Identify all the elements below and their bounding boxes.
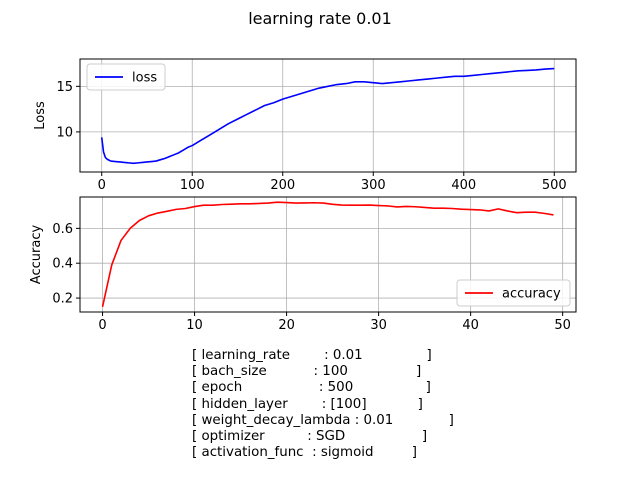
bracket-close: ] xyxy=(353,380,431,396)
y-tick-label: 15 xyxy=(56,80,73,95)
hyperparameter-value: 100 xyxy=(322,364,348,380)
loss-series-line xyxy=(100,67,555,165)
key-value-separator: : xyxy=(242,380,328,396)
bracket-close: ] xyxy=(366,396,423,412)
accuracy-chart: 0 10 20 30 40 50 0.2 0.4 0.6 Accuracy accuracy xyxy=(29,196,577,333)
accuracy-legend-label: accuracy xyxy=(502,287,561,302)
key-value-separator: : xyxy=(290,348,333,363)
x-tick-label: 500 xyxy=(542,178,567,193)
bracket-open: [ xyxy=(192,429,202,445)
y-tick-label: 0.4 xyxy=(52,257,73,272)
hyperparameter-key: hidden_layer xyxy=(201,396,288,412)
axes-frame xyxy=(79,196,577,313)
hyperparameter-panel: [ learning_rate : 0.01 ][ bach_size : 10… xyxy=(192,348,522,461)
key-value-separator: : xyxy=(350,412,364,428)
bracket-open: [ xyxy=(192,348,202,363)
bracket-close: ] xyxy=(393,412,454,428)
hyperparameter-row: [ optimizer : SGD ] xyxy=(192,429,522,445)
hyperparameter-key: optimizer xyxy=(201,429,265,445)
key-value-separator: : xyxy=(303,445,321,461)
x-tick-label: 100 xyxy=(180,178,205,193)
hyperparameter-row: [ learning_rate : 0.01 ] xyxy=(192,348,522,364)
bracket-close: ] xyxy=(373,445,418,461)
bracket-open: [ xyxy=(192,364,202,380)
hyperparameter-row: [ hidden_layer : [100] ] xyxy=(192,397,522,413)
bracket-close: ] xyxy=(345,429,428,445)
bracket-close: ] xyxy=(362,348,432,363)
bracket-close: ] xyxy=(347,364,422,380)
hyperparameter-key: bach_size xyxy=(201,364,267,380)
x-tick-label: 10 xyxy=(186,318,203,333)
bracket-open: [ xyxy=(192,396,202,412)
key-value-separator: : xyxy=(287,396,331,412)
axes-frame xyxy=(79,58,577,173)
legend-box xyxy=(456,279,571,307)
hyperparameter-key: epoch xyxy=(201,380,243,396)
x-tick-label: 20 xyxy=(278,318,295,333)
hyperparameter-row: [ activation_func : sigmoid ] xyxy=(192,445,522,461)
y-tick-label: 10 xyxy=(56,125,73,140)
hyperparameter-row: [ bach_size : 100 ] xyxy=(192,364,522,380)
loss-chart: 0 100 200 300 400 500 10 15 Loss loss xyxy=(33,58,577,193)
figure-title: learning rate 0.01 xyxy=(248,9,392,28)
x-tick-label: 50 xyxy=(554,318,571,333)
legend: loss xyxy=(86,63,166,91)
bracket-open: [ xyxy=(192,380,202,396)
hyperparameter-value: sigmoid xyxy=(320,445,374,461)
hyperparameter-row: [ weight_decay_lambda : 0.01 ] xyxy=(192,413,522,429)
y-tick-label: 0.2 xyxy=(52,292,73,307)
hyperparameter-value: 500 xyxy=(327,380,354,396)
hyperparameter-value: [100] xyxy=(330,396,367,412)
hyperparameter-key: activation_func xyxy=(201,445,304,461)
hyperparameter-value: SGD xyxy=(316,429,346,445)
hyperparameter-row: [ epoch : 500 ] xyxy=(192,380,522,396)
hyperparameter-value: 0.01 xyxy=(332,348,363,363)
y-tick-label: 0.6 xyxy=(52,222,73,237)
x-tick-label: 300 xyxy=(361,178,386,193)
legend-box xyxy=(86,63,166,91)
x-tick-label: 0 xyxy=(98,178,106,193)
loss-legend-label: loss xyxy=(132,71,157,86)
hyperparameter-key: learning_rate xyxy=(201,348,291,363)
key-value-separator: : xyxy=(264,429,317,445)
bracket-open: [ xyxy=(192,445,202,461)
y-axis-label: Loss xyxy=(33,101,48,130)
x-tick-label: 0 xyxy=(98,318,106,333)
key-value-separator: : xyxy=(266,364,323,380)
x-tick-label: 200 xyxy=(270,178,295,193)
x-tick-label: 40 xyxy=(462,318,479,333)
bracket-open: [ xyxy=(192,412,202,428)
accuracy-series-line xyxy=(101,201,554,307)
x-tick-label: 30 xyxy=(370,318,387,333)
y-axis-label: Accuracy xyxy=(29,225,44,285)
legend: accuracy xyxy=(456,279,571,307)
hyperparameter-key: weight_decay_lambda xyxy=(201,412,351,428)
hyperparameter-value: 0.01 xyxy=(363,412,394,428)
x-tick-label: 400 xyxy=(451,178,476,193)
